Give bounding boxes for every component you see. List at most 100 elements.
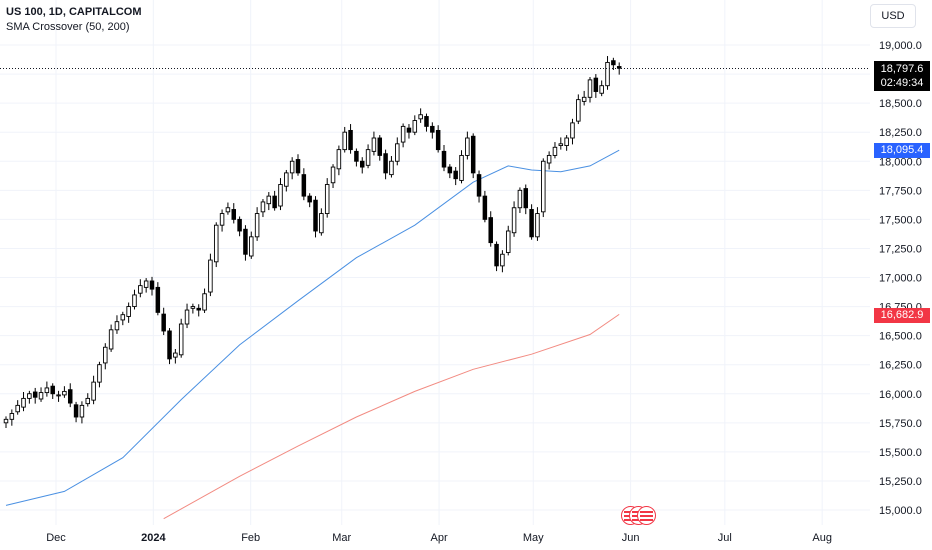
candle-body bbox=[354, 150, 359, 162]
candle-body bbox=[237, 218, 242, 232]
price-tick-label: 17,250.0 bbox=[879, 243, 922, 255]
candle-body bbox=[208, 259, 213, 293]
price-tick-label: 16,250.0 bbox=[879, 360, 922, 372]
candle-body bbox=[254, 213, 260, 238]
grid-lines bbox=[0, 0, 870, 525]
candle-body bbox=[482, 195, 488, 220]
candle-body bbox=[126, 306, 131, 317]
candle-body bbox=[138, 285, 143, 294]
candle-body bbox=[395, 143, 400, 162]
candle-body bbox=[494, 243, 499, 267]
candle-body bbox=[38, 392, 44, 400]
candle-body bbox=[289, 160, 295, 174]
candle-body bbox=[44, 387, 50, 394]
candle-body bbox=[529, 209, 534, 238]
candle-body bbox=[465, 137, 470, 156]
candle-body bbox=[359, 160, 365, 168]
candle-body bbox=[389, 160, 394, 176]
candle-body bbox=[377, 137, 383, 156]
candle-body bbox=[143, 280, 149, 288]
candle-body bbox=[295, 159, 301, 174]
candle-body bbox=[184, 309, 190, 325]
candle-body bbox=[260, 201, 266, 213]
sma200-price-tag: 16,682.9 bbox=[874, 308, 930, 323]
time-tick-label: Apr bbox=[431, 532, 448, 544]
currency-button[interactable]: USD bbox=[870, 4, 916, 28]
candle-body bbox=[319, 213, 324, 234]
candle-body bbox=[3, 418, 9, 424]
candle-body bbox=[202, 293, 207, 311]
candle-body bbox=[611, 60, 616, 66]
candle-body bbox=[453, 170, 458, 180]
candle-body bbox=[56, 394, 61, 397]
candle-body bbox=[511, 207, 517, 234]
candle-body bbox=[243, 228, 248, 255]
time-tick-label: Jun bbox=[622, 532, 640, 544]
candle-body bbox=[552, 146, 558, 156]
candle-body bbox=[284, 172, 289, 187]
candle-body bbox=[459, 154, 464, 181]
candle-body bbox=[301, 174, 307, 197]
candle-body bbox=[15, 404, 20, 413]
candle-body bbox=[505, 230, 511, 253]
candle-body bbox=[50, 385, 55, 395]
time-tick-label: Mar bbox=[332, 532, 351, 544]
candle-body bbox=[424, 116, 429, 127]
time-tick-label: May bbox=[523, 532, 544, 544]
candle-body bbox=[383, 153, 388, 174]
candle-body bbox=[9, 413, 15, 420]
candle-body bbox=[342, 131, 347, 151]
candle-body bbox=[500, 253, 505, 267]
candle-body bbox=[570, 122, 575, 139]
candle-body bbox=[178, 323, 184, 356]
price-tick-label: 16,000.0 bbox=[879, 389, 922, 401]
price-tick-label: 18,000.0 bbox=[879, 156, 922, 168]
candle-body bbox=[541, 160, 546, 213]
candle-body bbox=[85, 397, 91, 405]
candle-body bbox=[371, 137, 377, 152]
candle-body bbox=[430, 125, 435, 133]
candle-body bbox=[412, 120, 418, 133]
price-tick-label: 15,750.0 bbox=[879, 418, 922, 430]
candle-body bbox=[605, 61, 610, 87]
price-tick-label: 19,000.0 bbox=[879, 40, 922, 52]
candle-body bbox=[587, 79, 593, 98]
last-price-tag: 18,797.6 02:49:34 bbox=[874, 61, 930, 91]
candle-body bbox=[272, 195, 277, 209]
indicator-label[interactable]: SMA Crossover (50, 200) bbox=[6, 21, 130, 33]
candle-body bbox=[62, 390, 67, 396]
candle-body bbox=[523, 188, 529, 209]
candle-body bbox=[348, 129, 353, 151]
price-tick-label: 18,500.0 bbox=[879, 98, 922, 110]
candle-body bbox=[488, 217, 493, 244]
candle-body bbox=[406, 127, 412, 133]
candle-body bbox=[336, 149, 342, 170]
candle-body bbox=[441, 150, 447, 168]
candle-body bbox=[616, 66, 622, 69]
candle-body bbox=[91, 381, 96, 401]
candle-body bbox=[400, 125, 406, 143]
us-flag-event-icon[interactable] bbox=[621, 506, 656, 525]
symbol-title[interactable]: US 100, 1D, CAPITALCOM bbox=[6, 6, 142, 18]
candle-body bbox=[219, 213, 225, 226]
time-axis[interactable]: Dec 2024 Feb Mar Apr May Jun Jul Aug bbox=[46, 532, 832, 544]
candle-body bbox=[190, 306, 196, 309]
candle-body bbox=[313, 199, 318, 232]
candle-body bbox=[476, 174, 482, 197]
candle-body bbox=[365, 149, 371, 166]
candle-body bbox=[132, 294, 137, 308]
candle-body bbox=[418, 114, 423, 120]
sma-lines bbox=[5, 149, 620, 520]
candle-body bbox=[97, 364, 102, 383]
candle-body bbox=[213, 224, 219, 263]
candle-body bbox=[435, 129, 441, 151]
candle-body bbox=[114, 321, 120, 331]
candle-body bbox=[73, 404, 79, 418]
candle-body bbox=[546, 154, 552, 164]
candle-body bbox=[330, 166, 336, 184]
candle-body bbox=[324, 184, 330, 215]
candle-body bbox=[149, 280, 155, 290]
candle-body bbox=[278, 184, 283, 207]
